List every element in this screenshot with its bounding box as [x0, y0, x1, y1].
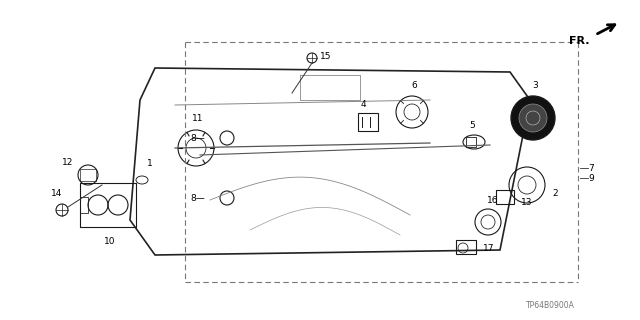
- Text: 13: 13: [521, 197, 532, 206]
- Text: 9: 9: [588, 173, 594, 182]
- Text: FR.: FR.: [570, 36, 590, 46]
- Text: 10: 10: [104, 237, 116, 246]
- Text: 15: 15: [320, 52, 332, 60]
- Text: 12: 12: [62, 158, 74, 167]
- Text: 6: 6: [411, 81, 417, 90]
- Bar: [80, 183, 136, 227]
- Text: 16: 16: [487, 196, 499, 205]
- Circle shape: [519, 104, 547, 132]
- Text: 11: 11: [192, 114, 204, 123]
- Text: 4: 4: [360, 100, 366, 109]
- Text: 17: 17: [483, 244, 495, 252]
- Bar: [80, 197, 88, 213]
- Text: TP64B0900A: TP64B0900A: [526, 301, 575, 310]
- Text: 3: 3: [532, 81, 538, 90]
- Bar: [456, 240, 476, 254]
- Bar: [466, 137, 476, 147]
- Text: 8—: 8—: [190, 194, 205, 203]
- Text: 8—: 8—: [190, 133, 205, 142]
- Bar: [358, 113, 378, 131]
- Text: 1: 1: [147, 159, 153, 168]
- Circle shape: [511, 96, 555, 140]
- Bar: [80, 169, 96, 181]
- Bar: [496, 190, 514, 204]
- Text: 2: 2: [552, 188, 557, 197]
- Text: 7: 7: [588, 164, 594, 172]
- Text: 14: 14: [51, 189, 63, 198]
- Text: 5: 5: [469, 121, 475, 130]
